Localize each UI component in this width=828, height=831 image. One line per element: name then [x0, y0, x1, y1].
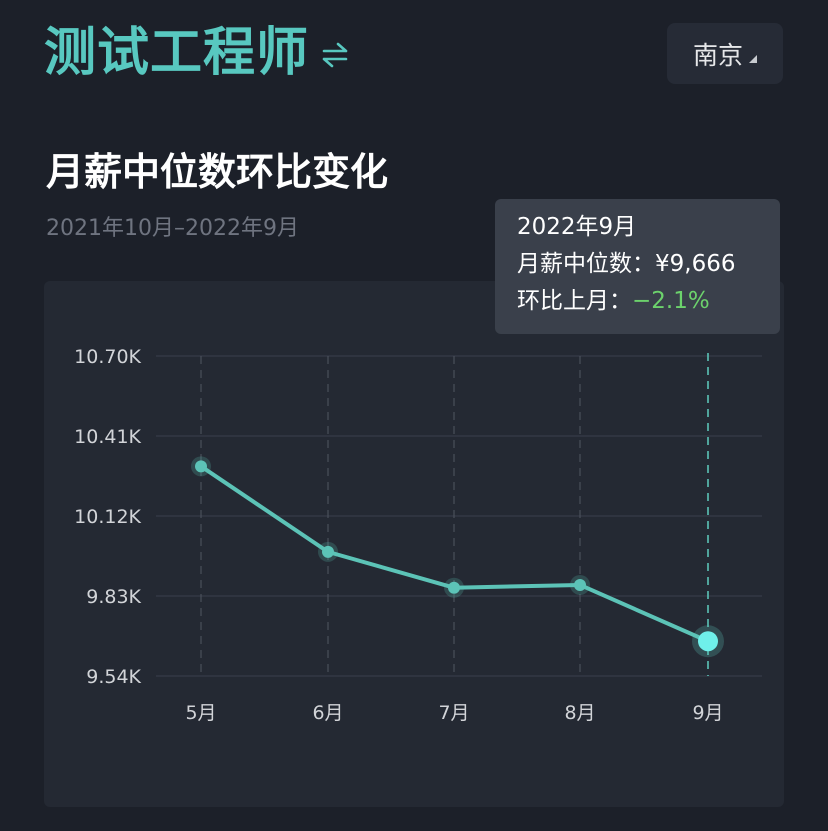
date-range: 2021年10月–2022年9月: [46, 216, 299, 241]
chart-card: 10.70K 10.41K 10.12K 9.83K 9.54K 5月 6月 7月 8月 9月: [44, 281, 784, 807]
swap-arrows-icon[interactable]: [318, 38, 352, 72]
city-label: 南京: [692, 40, 743, 70]
tooltip-mom-label: 环比上月：: [517, 288, 632, 314]
tooltip-median-label: 月薪中位数：: [517, 251, 655, 277]
data-point: [322, 545, 334, 558]
tooltip-mom-value: −2.1%: [632, 288, 710, 314]
x-tick-label: 6月: [312, 702, 343, 724]
tooltip-mom-row: 环比上月：−2.1%: [517, 283, 780, 320]
x-tick-label: 5月: [185, 702, 216, 724]
x-tick-label: 9月: [692, 702, 723, 724]
section-title: 月薪中位数环比变化: [46, 150, 389, 194]
chart-tooltip: 2022年9月 月薪中位数：¥9,666 环比上月：−2.1%: [495, 199, 780, 334]
city-selector[interactable]: 南京: [667, 23, 783, 84]
highlight-point: [698, 631, 718, 652]
tooltip-median-row: 月薪中位数：¥9,666: [517, 246, 780, 283]
y-tick-label: 10.41K: [74, 426, 141, 448]
x-tick-label: 8月: [564, 702, 595, 724]
data-point: [195, 460, 207, 473]
tooltip-median-value: ¥9,666: [655, 251, 736, 277]
y-tick-label: 9.83K: [86, 586, 141, 608]
salary-line-chart[interactable]: 10.70K 10.41K 10.12K 9.83K 9.54K 5月 6月 7月 8月 9月: [44, 281, 784, 807]
y-tick-label: 10.70K: [74, 346, 141, 368]
caret-down-icon: [749, 54, 757, 63]
y-tick-label: 9.54K: [86, 666, 141, 688]
tooltip-month: 2022年9月: [517, 214, 637, 240]
data-point: [448, 581, 460, 594]
y-tick-label: 10.12K: [74, 506, 141, 528]
job-title: 测试工程师: [44, 23, 310, 83]
x-tick-label: 7月: [438, 702, 469, 724]
data-point: [574, 578, 586, 591]
